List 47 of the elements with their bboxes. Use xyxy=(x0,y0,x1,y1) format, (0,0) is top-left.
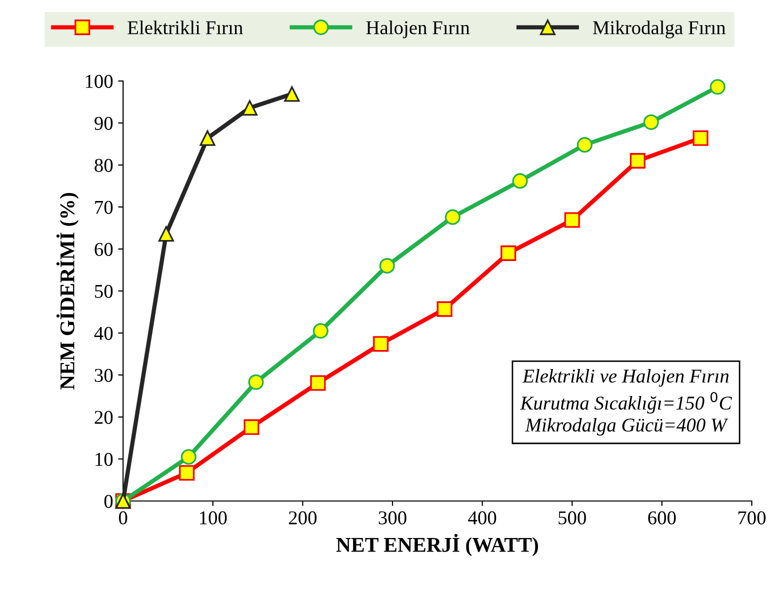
x-tick-label: 300 xyxy=(378,511,406,524)
point xyxy=(158,226,174,242)
point xyxy=(379,258,395,274)
point xyxy=(564,212,580,228)
y-tick-label: 20 xyxy=(94,410,113,424)
point xyxy=(512,173,528,189)
y-tick-label: 0 xyxy=(104,494,113,508)
point xyxy=(284,86,300,102)
annotation: Elektrikli ve Halojen Fırın Kurutma Sıcaklığı=150 $^{0}$C Mikrodalga Gücü=400 W xyxy=(520,369,732,436)
point xyxy=(373,336,389,352)
y-axis-title: NEM GİDERİMİ (%) xyxy=(56,192,79,390)
y-tick-label: 100 xyxy=(86,74,113,88)
x-tick-label: 500 xyxy=(558,511,586,524)
point xyxy=(630,153,646,169)
x-tick-label: 200 xyxy=(288,511,317,524)
legend-label: Halojen Fırın xyxy=(366,20,470,38)
point xyxy=(244,419,260,435)
y-tick-label: 90 xyxy=(94,116,113,130)
y-tick-label: 70 xyxy=(95,200,113,214)
point xyxy=(310,375,326,391)
point xyxy=(200,130,216,146)
y-tick-label: 50 xyxy=(95,284,113,298)
y-tick-label: 30 xyxy=(94,368,113,382)
y-tick-label: 80 xyxy=(94,158,113,172)
x-tick-label: 400 xyxy=(468,511,496,524)
point xyxy=(436,301,452,317)
x-tick-label: 100 xyxy=(200,511,227,524)
point xyxy=(692,130,708,146)
x-tick-label: 700 xyxy=(738,511,766,524)
point xyxy=(312,323,328,339)
point xyxy=(576,137,592,153)
point xyxy=(643,114,659,130)
y-tick-label: 40 xyxy=(94,326,113,340)
point xyxy=(500,245,516,261)
y-tick-label: 10 xyxy=(96,452,113,466)
point xyxy=(179,465,195,481)
point xyxy=(242,100,258,116)
x-axis-title: NET ENERJİ (WATT) xyxy=(336,534,538,556)
point xyxy=(180,449,196,465)
point xyxy=(444,209,460,225)
point xyxy=(248,374,264,390)
legend-label: Mikrodalga Fırın xyxy=(592,20,726,38)
x-tick-label: 0 xyxy=(118,511,128,524)
x-tick-label: 600 xyxy=(648,511,676,524)
y-tick-label: 60 xyxy=(94,242,113,256)
point xyxy=(710,79,726,95)
legend-label: Elektrikli Fırın xyxy=(128,20,243,34)
